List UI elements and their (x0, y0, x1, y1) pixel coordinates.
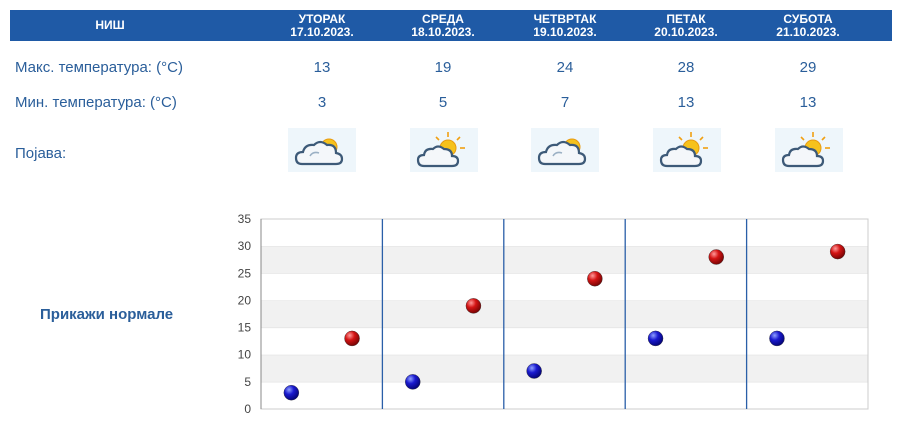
grid-band (261, 246, 868, 274)
phenomenon-label: Појава: (15, 145, 67, 162)
grid-band (261, 381, 868, 409)
y-tick-label: 25 (238, 266, 252, 280)
day-date: 18.10.2023. (411, 25, 475, 39)
day-name: СРЕДА (422, 12, 464, 26)
y-tick-label: 5 (244, 375, 251, 389)
sun-behind-cloud-icon (775, 128, 843, 172)
show-normals-link[interactable]: Прикажи нормале (40, 306, 174, 323)
min-temp-point (405, 374, 421, 390)
min-temp-value: 5 (438, 94, 448, 111)
day-header: СУБОТА 21.10.2023. (763, 10, 853, 41)
day-header: ПЕТАК 20.10.2023. (641, 10, 731, 41)
min-temp-value: 13 (677, 94, 695, 111)
min-temp-value: 7 (560, 94, 570, 111)
y-tick-label: 0 (244, 402, 251, 416)
min-temp-point (769, 330, 785, 347)
min-temp-value: 13 (799, 94, 817, 111)
day-name: СУБОТА (783, 12, 833, 26)
grid-band (261, 354, 868, 382)
max-temp-point (465, 298, 482, 314)
max-temp-value: 13 (313, 59, 331, 76)
y-tick-label: 10 (238, 348, 252, 362)
partly-cloudy-icon (531, 128, 599, 172)
min-temp-point (283, 385, 300, 401)
grid-band (261, 219, 868, 247)
day-header: УТОРАК 17.10.2023. (277, 10, 367, 41)
y-tick-label: 15 (238, 321, 252, 335)
min-temp-point (647, 330, 664, 347)
day-name: УТОРАК (298, 12, 346, 26)
max-temp-point (829, 243, 846, 260)
min-temp-label: Мин. температура: (°C) (15, 94, 177, 111)
partly-cloudy-icon (288, 128, 356, 172)
max-temp-value: 19 (434, 59, 452, 76)
y-tick-label: 35 (238, 212, 252, 226)
min-temp-value: 3 (317, 94, 327, 111)
max-temp-label: Макс. температура: (°C) (15, 59, 183, 76)
max-temp-point (708, 249, 724, 265)
day-header: ЧЕТВРТАК 19.10.2023. (520, 10, 610, 41)
day-date: 21.10.2023. (776, 25, 840, 39)
sun-behind-cloud-icon (653, 128, 721, 172)
max-temp-value: 28 (677, 59, 695, 76)
max-temp-point (587, 271, 603, 287)
grid-band (261, 327, 868, 355)
city-header: НИШ (70, 10, 150, 41)
y-tick-label: 20 (238, 293, 252, 307)
day-name: ЧЕТВРТАК (533, 12, 597, 26)
min-temp-point (526, 363, 542, 379)
day-date: 17.10.2023. (290, 25, 354, 39)
max-temp-value: 29 (799, 59, 817, 76)
y-tick-label: 30 (238, 239, 252, 253)
max-temp-point (344, 330, 360, 347)
day-date: 20.10.2023. (654, 25, 718, 39)
grid-band (261, 300, 868, 328)
city-name: НИШ (95, 18, 125, 32)
forecast-header: НИШ УТОРАК 17.10.2023. СРЕДА 18.10.2023.… (10, 10, 892, 41)
grid-band (261, 273, 868, 301)
sun-behind-cloud-icon (410, 128, 478, 172)
day-name: ПЕТАК (666, 12, 706, 26)
day-date: 19.10.2023. (533, 25, 597, 39)
max-temp-value: 24 (556, 59, 574, 76)
day-header: СРЕДА 18.10.2023. (398, 10, 488, 41)
